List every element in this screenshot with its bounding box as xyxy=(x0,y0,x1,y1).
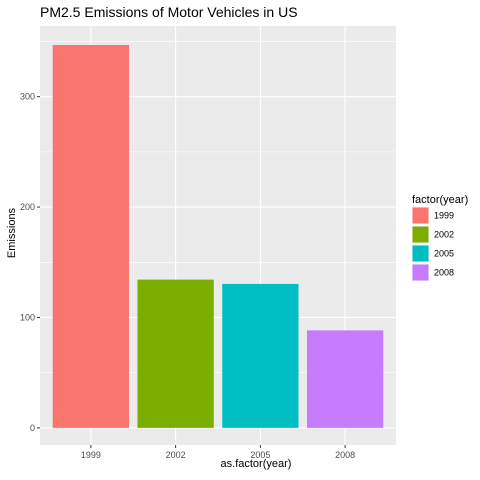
legend-key-2002 xyxy=(412,226,429,243)
bar-1999 xyxy=(52,44,129,428)
x-axis-ticks: 1999 2002 2005 2008 xyxy=(81,445,355,460)
bars xyxy=(52,44,384,428)
legend-label: 2008 xyxy=(434,268,454,278)
x-tick-label: 1999 xyxy=(81,450,101,460)
y-tick-label: 200 xyxy=(20,202,35,212)
chart-title: PM2.5 Emissions of Motor Vehicles in US xyxy=(40,4,298,20)
x-tick-label: 2002 xyxy=(166,450,186,460)
y-tick-label: 300 xyxy=(20,92,35,102)
legend-key-2005 xyxy=(412,245,429,262)
bar-2005 xyxy=(222,283,299,428)
legend-label: 2002 xyxy=(434,230,454,240)
legend-key-2008 xyxy=(412,264,429,281)
legend-label: 2005 xyxy=(434,249,454,259)
legend: 1999 2002 2005 2008 xyxy=(412,207,454,281)
bar-2008 xyxy=(307,330,384,428)
x-tick-label: 2005 xyxy=(250,450,270,460)
legend-label: 1999 xyxy=(434,211,454,221)
y-tick-label: 0 xyxy=(30,423,35,433)
y-tick-label: 100 xyxy=(20,312,35,322)
legend-key-1999 xyxy=(412,207,429,224)
x-tick-label: 2008 xyxy=(335,450,355,460)
y-axis-title: Emissions xyxy=(6,207,18,258)
y-axis-ticks: 0 100 200 300 xyxy=(20,92,40,433)
bar-2002 xyxy=(137,279,214,428)
legend-title: factor(year) xyxy=(412,194,468,206)
x-axis-title: as.factor(year) xyxy=(221,458,292,470)
